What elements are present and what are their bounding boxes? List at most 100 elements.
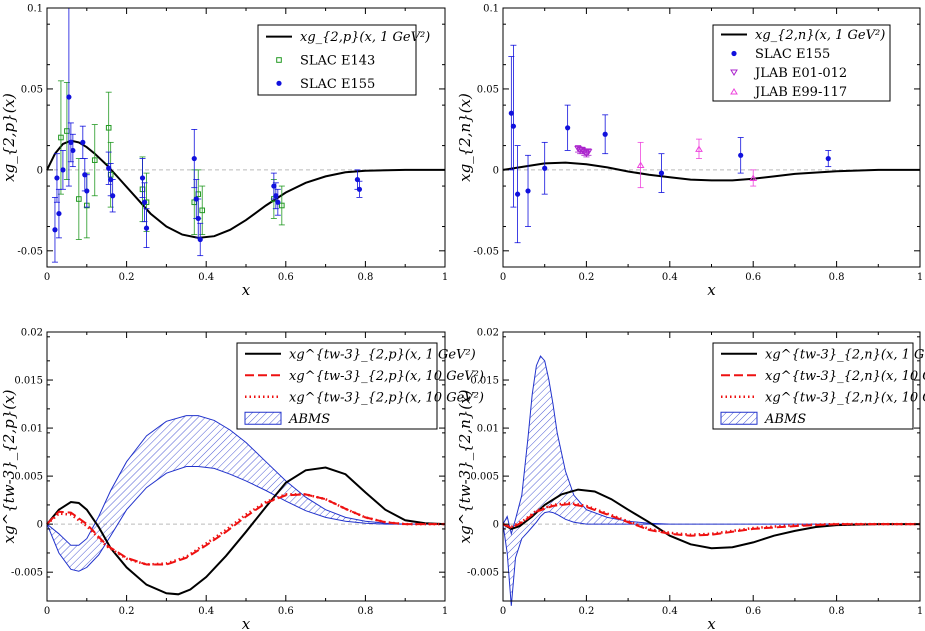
data-point (143, 208, 150, 248)
point-marker (738, 152, 744, 158)
point-marker (110, 193, 116, 199)
y-tick-label: 0.005 (470, 472, 499, 483)
point-marker (80, 139, 86, 145)
point-marker (273, 193, 279, 199)
legend-entry: JLAB E01-012 (730, 66, 847, 81)
data-point (199, 185, 206, 236)
chart-panel-1: 0 0.2 0.4 0.6 0.8 1 -0.05 0 0.05 0.1 x xg_{2,p}(x) x… (0, 4, 448, 300)
legend-label: xg^{tw-3}_{2,n}(x, 10 GeV²) (765, 369, 925, 384)
y-tick-label: 0 (493, 165, 499, 176)
data-point (139, 158, 146, 198)
point-marker (271, 183, 277, 189)
point-marker (56, 210, 62, 217)
y-tick-label: 0 (37, 165, 43, 176)
chart-panel-3: 0 0.2 0.4 0.6 0.8 1 -0.005 0 0.005 0.01 0.015 0.02 x… (0, 328, 484, 631)
data-point (584, 148, 593, 156)
legend-symbol (720, 411, 758, 425)
data-point (109, 179, 116, 213)
x-tick-label: 0.8 (829, 272, 845, 283)
point-marker (66, 94, 72, 100)
y-tick-label: 0.01 (477, 424, 499, 435)
legend-symbol (730, 88, 738, 95)
point-marker (54, 175, 60, 181)
data-point (274, 188, 281, 216)
legend-label: SLAC E155 (755, 47, 830, 62)
y-tick-label: 0.01 (21, 424, 43, 435)
x-tick-label: 0.6 (278, 272, 294, 283)
legend-entry: SLAC E155 (276, 77, 375, 92)
point-marker (199, 207, 206, 214)
y-tick-label: 0.05 (21, 84, 43, 95)
x-tick-label: 0.8 (357, 272, 373, 283)
legend-entry: xg_{2,n}(x, 1 GeV²) (721, 28, 885, 43)
data-point (53, 153, 60, 203)
legend-label: xg^{tw-3}_{2,n}(x, 10 GeV²) (765, 390, 925, 405)
y-tick-label: 0.02 (21, 328, 43, 339)
y-tick-label: 0.02 (477, 328, 499, 339)
data-point (59, 150, 66, 190)
legend: xg_{2,p}(x, 1 GeV²) SLAC E143 SLAC E155 (257, 24, 430, 96)
legend-symbol (244, 411, 282, 425)
x-tick-label: 1 (442, 272, 448, 283)
legend-entry: xg^{tw-3}_{2,p}(x, 10 GeV²) (245, 390, 484, 405)
point-marker (91, 157, 98, 163)
y-tick-label: 0.015 (470, 376, 499, 387)
x-tick-label: 0.4 (662, 606, 678, 617)
x-tick-label: 0 (44, 606, 50, 617)
data-point (105, 91, 112, 164)
data-point (514, 145, 521, 244)
legend-entry: SLAC E155 (731, 47, 830, 62)
point-marker (580, 149, 589, 156)
data-point (51, 196, 58, 263)
legend-label: JLAB E99-117 (753, 85, 847, 100)
data-point (510, 44, 517, 208)
abms-band (46, 415, 445, 572)
data-point (564, 104, 571, 151)
point-marker (542, 165, 548, 171)
legend-symbol (731, 50, 737, 57)
point-marker (197, 236, 203, 243)
x-axis-label: x (707, 615, 716, 631)
x-tick-label: 0.2 (119, 606, 135, 617)
legend: xg^{tw-3}_{2,n}(x, 1 GeV²) xg^{tw-3}_{2,n… (712, 342, 925, 430)
legend-entry: JLAB E99-117 (730, 85, 847, 100)
legend-symbol (276, 80, 282, 86)
y-tick-label: 0.015 (14, 376, 43, 387)
series-line-10gev-dashed (502, 502, 920, 537)
legend-label: JLAB E01-012 (753, 66, 847, 81)
point-marker (749, 174, 758, 181)
legend-label: xg^{tw-3}_{2,p}(x, 10 GeV²) (289, 390, 484, 405)
chart-panel-2: 0 0.2 0.4 0.6 0.8 1 -0.05 0 0.05 0.1 x xg_{2,n}(x) x… (456, 4, 923, 300)
curve-line (46, 139, 445, 239)
x-tick-label: 0 (500, 272, 506, 283)
legend: xg_{2,n}(x, 1 GeV²) SLAC E155 JLAB E01-012… (712, 24, 891, 102)
data-point (65, 7, 72, 187)
point-marker (602, 131, 608, 137)
point-marker (106, 165, 112, 171)
legend-entry: SLAC E143 (276, 54, 375, 69)
legend-label: xg^{tw-3}_{2,p}(x, 10 GeV²) (289, 369, 484, 384)
data-point (541, 141, 548, 195)
y-tick-label: 0.1 (483, 4, 499, 15)
y-tick-label: 0.1 (27, 4, 43, 15)
data-point (79, 125, 86, 159)
point-marker (275, 199, 281, 205)
point-marker (565, 125, 571, 131)
x-tick-label: 0.8 (357, 606, 373, 617)
data-point (825, 150, 832, 168)
x-tick-label: 0 (44, 272, 50, 283)
x-tick-label: 0.2 (578, 272, 594, 283)
x-tick-label: 0.4 (198, 272, 214, 283)
point-marker (76, 196, 82, 202)
point-marker (191, 155, 197, 162)
point-marker (825, 155, 831, 162)
x-tick-label: 0.2 (119, 272, 135, 283)
point-marker (105, 124, 112, 131)
chart-panel-4: 0 0.2 0.4 0.6 0.8 1 -0.005 0 0.005 0.01 0.015 0.02 x… (456, 328, 925, 631)
x-tick-label: 0.6 (745, 606, 761, 617)
point-marker (508, 110, 514, 116)
legend-entry: xg_{2,p}(x, 1 GeV²) (266, 30, 430, 45)
legend-label: xg^{tw-3}_{2,p}(x, 1 GeV²) (289, 347, 476, 362)
legend-label: ABMS (764, 412, 806, 427)
